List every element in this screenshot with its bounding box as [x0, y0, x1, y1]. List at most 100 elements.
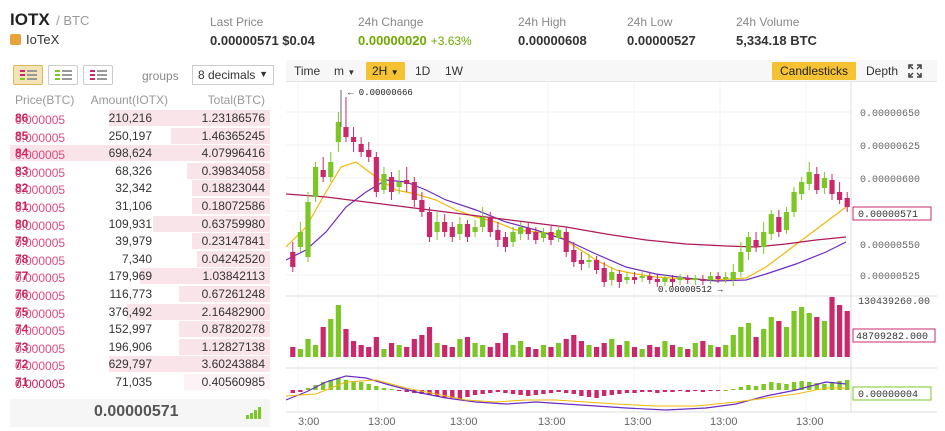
interval-dropdown[interactable]: 2H ▼: [366, 62, 405, 80]
candle-body: [388, 177, 395, 192]
depth-bar: [108, 356, 270, 373]
candle-body: [745, 237, 752, 252]
candle-body: [396, 182, 402, 187]
candle-body: [571, 250, 577, 262]
row-amount: 698,624: [108, 146, 152, 161]
order-book-row[interactable]: 0.000005 83 68,326 0.39834058: [10, 162, 270, 180]
row-price: 0.000005 75: [15, 305, 65, 321]
candle-body: [518, 227, 524, 234]
candle-body: [495, 230, 501, 240]
price-prefix: 0.000005: [15, 165, 66, 180]
view-bids-button[interactable]: [48, 65, 78, 85]
candle-body: [328, 162, 334, 177]
orderbook-both-icon: [20, 70, 37, 80]
volume-bar: [305, 339, 311, 357]
view-asks-button[interactable]: [83, 65, 113, 85]
volume-bar: [396, 345, 402, 357]
price-prefix: 0.000005: [15, 324, 66, 339]
order-book-row[interactable]: 0.000005 72 629,797 3.60243884: [10, 355, 270, 373]
interval-1w-button[interactable]: 1W: [445, 64, 463, 78]
volume-bar: [472, 343, 478, 357]
candlestick-series: [290, 97, 850, 288]
macd-bar: [594, 390, 599, 398]
macd-bar: [381, 388, 387, 390]
macd-bar: [533, 390, 539, 395]
order-book-row[interactable]: 0.000005 81 31,106 0.18072586: [10, 197, 270, 215]
chart-plot-area[interactable]: 0.000006500.000006250.000006000.00000575…: [286, 82, 937, 428]
macd-bar: [358, 382, 364, 390]
price-suffix: 73: [15, 339, 29, 354]
view-both-button[interactable]: [13, 65, 43, 85]
current-price-tag: [852, 206, 932, 221]
interval-1d-button[interactable]: 1D: [415, 64, 431, 78]
macd-bar: [396, 390, 402, 391]
axis-labels: 0.000006500.000006250.000006000.00000575…: [298, 88, 936, 428]
groups-select[interactable]: 8 decimals ▼: [192, 65, 274, 85]
price-tick-label: 0.00000550: [860, 241, 920, 252]
order-book-row[interactable]: 0.000005 73 196,906 1.12827138: [10, 338, 270, 356]
row-total: 1.03842113: [202, 269, 265, 284]
volume-bar: [510, 345, 516, 357]
candlesticks-tab[interactable]: Candlesticks: [772, 62, 856, 80]
time-button[interactable]: Time: [294, 64, 321, 78]
order-book-row[interactable]: 0.000005 82 32,342 0.18823044: [10, 179, 270, 197]
candle-body: [449, 227, 455, 237]
order-book-row[interactable]: 0.000005 84 698,624 4.07996416: [10, 144, 270, 162]
macd-bar: [343, 380, 349, 390]
candle-body: [753, 240, 759, 247]
macd-bar: [586, 390, 592, 397]
volume-bar: [419, 335, 425, 357]
order-book-row[interactable]: 0.000005 76 116,773 0.67261248: [10, 285, 270, 303]
order-book-row[interactable]: 0.000005 80 109,931 0.63759980: [10, 215, 270, 233]
macd-bar: [655, 390, 660, 393]
order-book-row[interactable]: 0.000005 79 39,979 0.23147841: [10, 232, 270, 250]
price-prefix: 0.000005: [15, 218, 66, 233]
macd-bar: [601, 390, 607, 396]
macd-bar: [290, 390, 295, 393]
stat-value: 0.00000571 $0.04: [210, 33, 315, 48]
row-price: 0.000005 86: [15, 111, 65, 127]
order-book-row[interactable]: 0.000005 74 152,997 0.87820278: [10, 320, 270, 338]
stat-label: 24h High: [518, 15, 567, 29]
row-price: 0.000005 85: [15, 129, 65, 145]
row-price: 0.000005 78: [15, 252, 65, 268]
price-suffix: 86: [15, 111, 29, 125]
macd-bar: [708, 390, 713, 391]
volume-bar: [609, 339, 615, 357]
candle-body: [487, 217, 493, 232]
order-book-row[interactable]: 0.000005 78 7,340 0.04242520: [10, 250, 270, 268]
macd-bar: [457, 390, 463, 399]
volume-bar: [457, 339, 463, 357]
macd-bar: [374, 386, 379, 390]
orderbook-asks-icon: [90, 70, 107, 80]
candle-body: [533, 232, 539, 240]
row-amount: 210,216: [108, 111, 152, 125]
order-book-row[interactable]: 0.000005 71 71,035 0.40560985: [10, 373, 270, 391]
order-book-row[interactable]: 0.000005 75 376,492 2.16482900: [10, 303, 270, 321]
order-book-row[interactable]: 0.000005 86 210,216 1.23186576: [10, 109, 270, 127]
order-book-row[interactable]: 0.000005 77 179,969 1.03842113: [10, 267, 270, 285]
stat-label: 24h Change: [358, 15, 424, 29]
macd-bar: [776, 383, 782, 390]
fullscreen-icon[interactable]: [908, 64, 922, 78]
minute-dropdown[interactable]: m ▼: [328, 62, 361, 80]
token-info-icon[interactable]: [10, 34, 21, 45]
pair-symbol: IOTX: [10, 10, 50, 29]
macd-bar: [617, 390, 622, 394]
stat-label: 24h Low: [627, 15, 673, 29]
volume-bar: [312, 345, 319, 357]
candle-body: [821, 178, 828, 188]
volume-bar: [373, 337, 379, 357]
price-prefix: 0.000005: [15, 306, 66, 321]
price-prefix: 0.000005: [15, 113, 66, 127]
price-prefix: 0.000005: [15, 376, 66, 391]
candle-body: [624, 277, 630, 280]
depth-tab[interactable]: Depth: [866, 64, 899, 78]
time-tick-label: 13:00: [624, 416, 652, 428]
stat-value: 0.00000527: [627, 33, 696, 48]
macd-bar: [571, 390, 576, 394]
price-prefix: 0.000005: [15, 200, 66, 215]
order-book-row[interactable]: 0.000005 85 250,197 1.46365245: [10, 127, 270, 145]
macd-bar: [541, 390, 546, 394]
row-total: 0.40560985: [201, 374, 265, 389]
